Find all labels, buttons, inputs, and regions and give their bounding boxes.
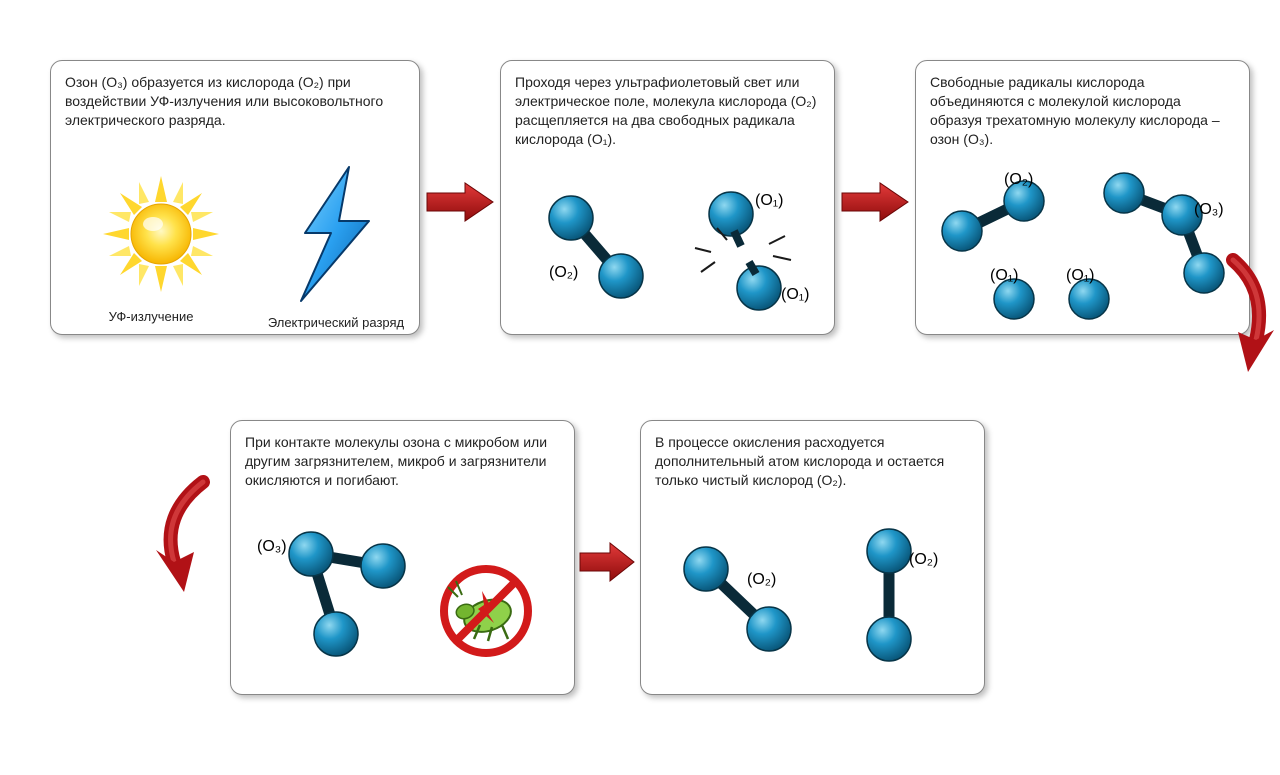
- arrow-3-down: [1218, 250, 1278, 380]
- panel-step-1: Озон (O₃) образуется из кислорода (O₂) п…: [50, 60, 420, 335]
- sun-icon: [71, 166, 251, 306]
- panel-4-text: При контакте молекулы озона с микробом и…: [245, 433, 560, 490]
- p3-o3-label: (O₃): [1194, 201, 1224, 219]
- panel-5-diagram: (O₂) (O₂): [651, 511, 976, 686]
- p3-o1a-label: (O₁): [990, 267, 1019, 285]
- p3-o1b-label: (O₁): [1066, 267, 1095, 285]
- discharge-label: Электрический разряд: [266, 315, 406, 330]
- panel-3-text: Свободные радикалы кислорода объединяютс…: [930, 73, 1235, 149]
- uv-label: УФ-излучение: [81, 309, 221, 324]
- p2-o1b-label: (O₁): [781, 286, 810, 304]
- panel-step-2: Проходя через ультрафиолетовый свет или …: [500, 60, 835, 335]
- arrow-2-3: [840, 180, 912, 224]
- p5-o2a-label: (O₂): [747, 571, 776, 589]
- panel-step-4: При контакте молекулы озона с микробом и…: [230, 420, 575, 695]
- p5-o2b-label: (O₂): [909, 551, 938, 569]
- panel-5-text: В процессе окисления расходуется дополни…: [655, 433, 970, 490]
- arrow-into-4: [148, 470, 228, 600]
- p4-o3-label: (O₃): [257, 538, 287, 556]
- panel-step-5: В процессе окисления расходуется дополни…: [640, 420, 985, 695]
- panel-1-text: Озон (O₃) образуется из кислорода (O₂) п…: [65, 73, 405, 130]
- panel-3-diagram: (O₂) (O₃) (O₁) (O₁): [924, 171, 1244, 331]
- arrow-1-2: [425, 180, 497, 224]
- lightning-icon: [271, 161, 401, 311]
- panel-4-diagram: (O₃): [241, 516, 566, 686]
- panel-2-text: Проходя через ультрафиолетовый свет или …: [515, 73, 820, 149]
- arrow-4-5: [578, 540, 638, 584]
- panel-2-diagram: (O₂) (O₁) (O₁): [511, 176, 826, 326]
- p2-o2-label: (O₂): [549, 264, 578, 282]
- p3-o2-label: (O₂): [1004, 171, 1033, 189]
- p2-o1a-label: (O₁): [755, 192, 784, 210]
- panel-step-3: Свободные радикалы кислорода объединяютс…: [915, 60, 1250, 335]
